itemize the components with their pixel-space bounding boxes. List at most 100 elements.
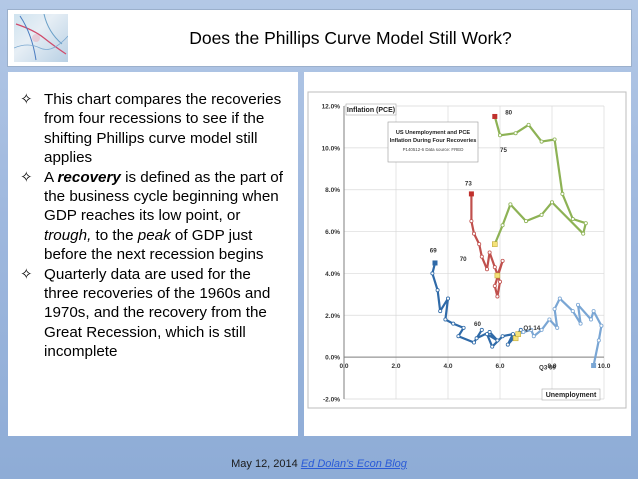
series-point (508, 202, 513, 207)
footer-blog-link[interactable]: Ed Dolan's Econ Blog (300, 458, 407, 470)
series-point (487, 330, 492, 335)
series-label: 69 (430, 248, 437, 255)
chart-title-line: Inflation During Four Recoveries (390, 138, 477, 144)
x-tick-label: 2.0 (391, 363, 400, 370)
chart-panel: 0.0 2.0 4.0 6.0 8.0 10.0 -2.0% 0.0% 2.0% 4.0% 6.0%… (304, 72, 631, 436)
y-tick-label: -2.0% (323, 397, 340, 404)
series-point (500, 258, 505, 263)
series-point (596, 338, 601, 343)
series-start-marker (468, 191, 474, 197)
series-point (510, 332, 515, 337)
series-start-marker (432, 260, 438, 266)
series-point (529, 327, 534, 332)
series-point (505, 342, 510, 347)
footer-date: May 12, 2014 (231, 458, 298, 470)
series-label: 80 (505, 109, 512, 116)
series-start-marker (591, 363, 597, 369)
star-bullet-icon: ✧ (20, 91, 33, 108)
series-point (495, 338, 500, 343)
series-start-marker (492, 113, 498, 119)
series-point (575, 302, 580, 307)
bullet-item: ✧ This chart compares the recoveries from… (16, 90, 288, 168)
x-tick-label: 10.0 (598, 363, 611, 370)
series-point (539, 327, 544, 332)
x-axis-label-box (541, 388, 601, 401)
series-label: 75 (500, 147, 507, 154)
series-point (492, 283, 497, 288)
series-point (438, 309, 443, 314)
series-point (487, 250, 492, 255)
slide-title: Does the Phillips Curve Model Still Work… (189, 28, 512, 48)
series-point (583, 221, 588, 226)
series-point (474, 336, 479, 341)
series-point (484, 332, 489, 337)
map-thumbnail-graphic (14, 14, 68, 61)
bullet-text: Quarterly data are used for the three re… (44, 266, 270, 361)
series-point (555, 325, 560, 330)
x-axis-label: Unemployment (546, 392, 597, 399)
series-point (484, 267, 489, 272)
bullet-text: A recovery is defined as the part of the… (44, 169, 283, 264)
bullet-text-run: A (44, 168, 58, 186)
series-point (492, 265, 497, 270)
footer: May 12, 2014 Ed Dolan's Econ Blog (0, 458, 638, 470)
map-thumbnail (14, 14, 68, 62)
series-point (461, 325, 466, 330)
series-point (513, 131, 518, 136)
series-point (539, 212, 544, 217)
series-point (477, 242, 482, 247)
series-point (495, 294, 500, 299)
series-point (531, 334, 536, 339)
series-label: Q3 09 (539, 365, 556, 372)
series-point (599, 323, 604, 328)
bullet-text-run: of GDP just before the next recession be… (44, 226, 264, 264)
bullet-text-run: trough, (44, 226, 92, 244)
series-point (539, 139, 544, 144)
series-point (471, 340, 476, 345)
x-tick-label: 6.0 (495, 363, 504, 370)
bullet-text: This chart compares the recoveries from … (44, 91, 281, 166)
y-tick-label: 2.0% (325, 313, 340, 320)
bullet-text-run: recovery (57, 168, 121, 186)
series-point (451, 321, 456, 326)
series-point (549, 200, 554, 205)
x-tick-label: 0.0 (339, 363, 348, 370)
series-point (479, 327, 484, 332)
series-point (581, 231, 586, 236)
series-point (523, 219, 528, 224)
series-point (521, 330, 526, 335)
bullet-item: ✧ Quarterly data are used for the three r… (16, 265, 288, 362)
series-point (471, 231, 476, 236)
x-tick-label: 4.0 (443, 363, 452, 370)
y-tick-label: 10.0% (322, 145, 341, 152)
series-point (570, 217, 575, 222)
y-tick-label: 0.0% (325, 355, 340, 362)
series-end-marker (515, 331, 521, 337)
star-bullet-icon: ✧ (20, 265, 33, 283)
series-point (591, 309, 596, 314)
bullet-text-run: Quarterly data are used for the three re… (44, 265, 271, 361)
y-axis-label: Inflation (PCE) (347, 107, 395, 114)
series-label: 73 (465, 181, 472, 188)
series-point (578, 321, 583, 326)
bullet-text-run: This chart compares the recoveries from … (44, 91, 282, 167)
series-line (493, 115, 587, 246)
bullet-text-run: to the (91, 226, 138, 244)
series-point (560, 191, 565, 196)
series-label: Q1 14 (523, 325, 540, 332)
series-point (500, 223, 505, 228)
y-axis-label-box (345, 103, 397, 116)
bullet-list: ✧ This chart compares the recoveries from… (8, 72, 298, 362)
series-point (570, 309, 575, 314)
series-point (588, 317, 593, 322)
chart-title-line: US Unemployment and PCE (396, 130, 471, 136)
bullet-text-run: peak (137, 226, 171, 244)
y-tick-label: 4.0% (325, 271, 340, 278)
series-point (479, 254, 484, 259)
y-tick-label: 12.0% (322, 104, 341, 111)
chart-title-box (387, 121, 479, 163)
series-point (456, 334, 461, 339)
x-tick-label: 8.0 (547, 363, 556, 370)
title-bar: Does the Phillips Curve Model Still Work… (8, 10, 631, 66)
